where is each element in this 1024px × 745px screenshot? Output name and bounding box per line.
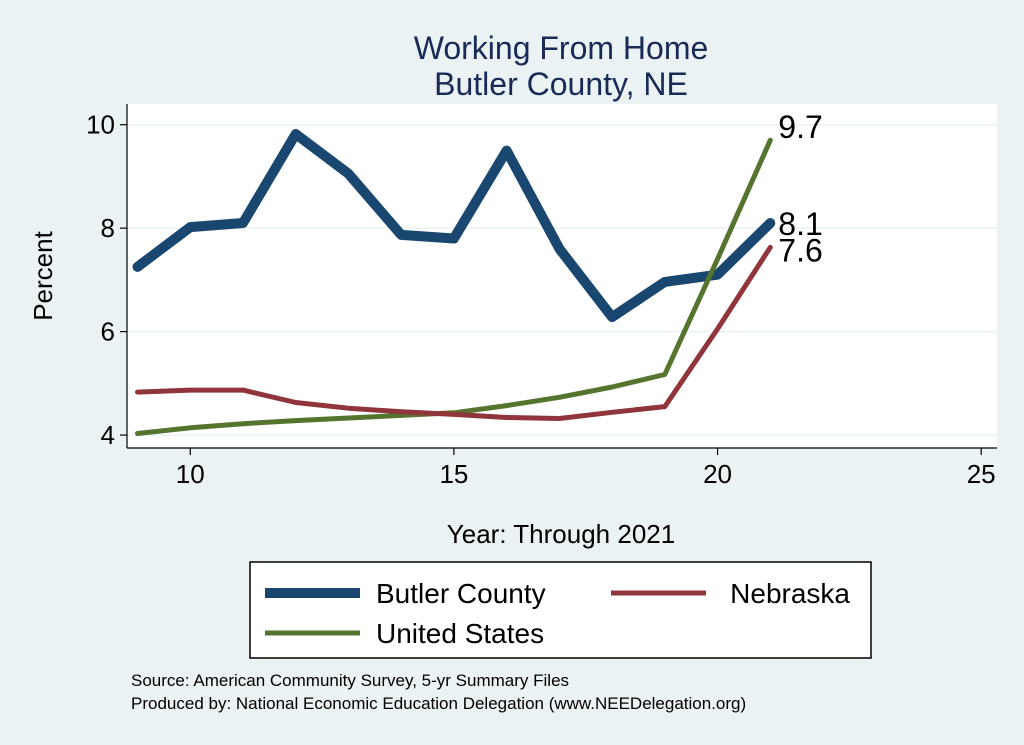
end-label-butler-county: 8.1 [778,206,822,242]
legend-label-nebraska: Nebraska [730,578,850,609]
series-line-nebraska [135,244,773,421]
end-labels: 8.17.6 9.7 [778,109,822,268]
y-tick-label-10: 10 [86,110,115,140]
y-tick-label-8: 8 [101,213,115,243]
chart-title: Working From Home [414,30,709,66]
legend-box [249,561,872,659]
y-axis-title: Percent [28,230,58,320]
axes: 4 6 8 10 10 15 20 25 [86,104,997,489]
produced-by-note: Produced by: National Economic Education… [131,694,746,713]
x-tick-label-10: 10 [176,459,205,489]
chart-subtitle: Butler County, NE [434,66,688,102]
y-tick-label-4: 4 [101,420,115,450]
end-label-united-states: 9.7 [778,109,822,145]
series-line-butler-county [132,129,776,323]
x-tick-label-15: 15 [439,459,468,489]
end-label-nebraska: 7.6 [778,232,822,268]
x-tick-label-25: 25 [967,459,996,489]
legend: Butler County Nebraska United States [249,561,872,659]
source-note: Source: American Community Survey, 5-yr … [131,671,569,690]
y-tick-label-6: 6 [101,317,115,347]
legend-label-butler-county: Butler County [376,578,546,609]
x-axis-title: Year: Through 2021 [447,519,675,549]
gridlines [127,123,997,436]
series-lines [132,129,776,436]
x-tick-label-20: 20 [703,459,732,489]
legend-label-united-states: United States [376,618,544,649]
plot-area [127,104,997,448]
